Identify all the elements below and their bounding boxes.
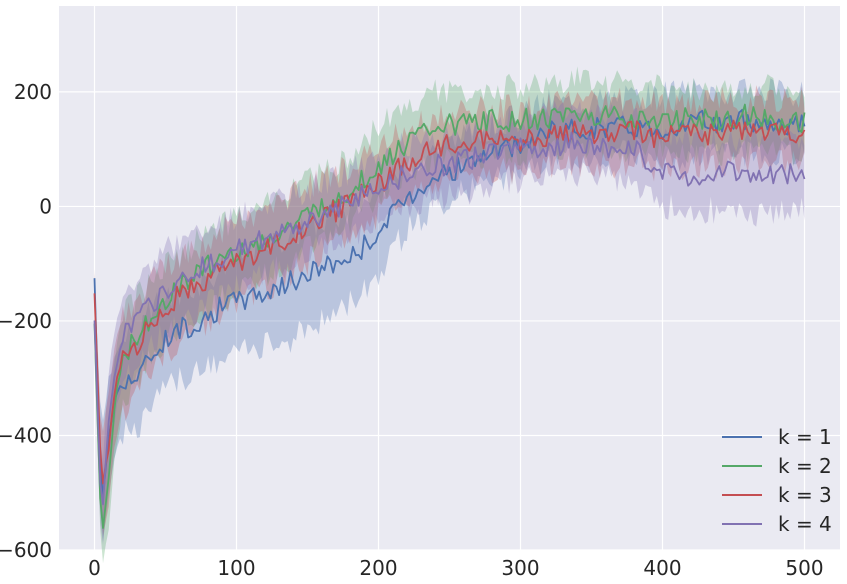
series-line-4 — [93, 131, 806, 506]
confidence-band-3 — [94, 85, 805, 536]
y-tick-label: −400 — [0, 423, 52, 447]
legend: k = 1 k = 2 k = 3 k = 4 — [722, 425, 832, 536]
x-tick-label: 0 — [88, 556, 101, 580]
x-tick-label: 500 — [785, 556, 823, 580]
y-tick-label: 200 — [14, 80, 52, 104]
confidence-band-4 — [94, 100, 805, 545]
y-tick-label: 0 — [39, 194, 52, 218]
legend-label-2: k = 2 — [778, 454, 832, 478]
plot-background — [59, 6, 840, 550]
x-tick-label: 400 — [643, 556, 681, 580]
legend-label-3: k = 3 — [778, 483, 832, 507]
axis-tick-labels: 0 100 200 300 400 500 −600 −400 −200 0 200 — [0, 80, 824, 580]
legend-label-1: k = 1 — [778, 425, 832, 449]
y-tick-label: −600 — [0, 538, 52, 562]
series-lines — [93, 103, 806, 529]
x-tick-label: 100 — [217, 556, 255, 580]
y-tick-label: −200 — [0, 309, 52, 333]
grid-lines — [59, 6, 840, 551]
series-line-3 — [93, 119, 806, 485]
confidence-band-2 — [94, 66, 805, 564]
x-tick-label: 200 — [359, 556, 397, 580]
legend-label-4: k = 4 — [778, 512, 832, 536]
x-tick-label: 300 — [501, 556, 539, 580]
series-line-1 — [93, 109, 806, 498]
